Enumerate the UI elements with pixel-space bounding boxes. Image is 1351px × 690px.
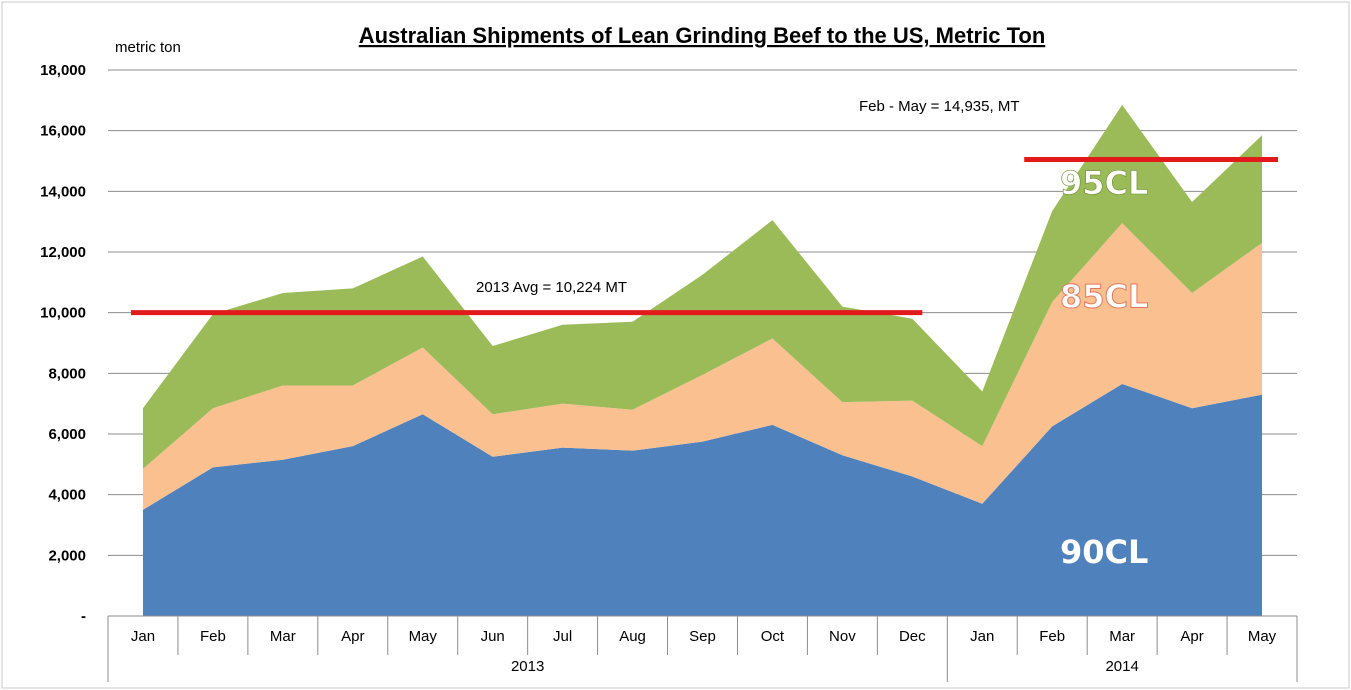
series-label-95cl: 95CL bbox=[1060, 164, 1148, 202]
x-tick-label: Jul bbox=[553, 628, 572, 645]
x-tick-label: Feb bbox=[1039, 628, 1065, 645]
area-85cl bbox=[142, 223, 1263, 510]
annotation-feb-may: Feb - May = 14,935, MT bbox=[859, 98, 1019, 115]
x-tick-label: Jan bbox=[970, 628, 994, 645]
x-group-label: 2014 bbox=[1105, 658, 1138, 675]
y-tick-label: 18,000 bbox=[40, 62, 86, 79]
y-tick-label: 10,000 bbox=[40, 305, 86, 322]
reference-lines bbox=[130, 156, 1279, 316]
y-tick-label: 12,000 bbox=[40, 244, 86, 261]
x-tick-label: Feb bbox=[200, 628, 226, 645]
y-tick-label: 4,000 bbox=[48, 487, 86, 504]
x-tick-label: Aug bbox=[619, 628, 646, 645]
chart-title: Australian Shipments of Lean Grinding Be… bbox=[359, 23, 1046, 48]
y-tick-label: 14,000 bbox=[40, 183, 86, 200]
x-tick-label: Apr bbox=[1180, 628, 1203, 645]
x-tick-label: Jun bbox=[481, 628, 505, 645]
stacked-areas bbox=[142, 104, 1263, 616]
x-tick-label: Mar bbox=[270, 628, 296, 645]
y-tick-label: - bbox=[81, 608, 86, 625]
x-tick-label: Nov bbox=[829, 628, 856, 645]
area-90cl bbox=[142, 383, 1263, 616]
y-tick-label: 8,000 bbox=[48, 365, 86, 382]
x-tick-label: Sep bbox=[689, 628, 716, 645]
y-tick-label: 16,000 bbox=[40, 123, 86, 140]
y-tick-label: 2,000 bbox=[48, 547, 86, 564]
x-group-label: 2013 bbox=[511, 658, 544, 675]
y-tick-label: 6,000 bbox=[48, 426, 86, 443]
y-axis-unit-label: metric ton bbox=[115, 39, 181, 56]
x-tick-label: Oct bbox=[761, 628, 785, 645]
x-tick-label: May bbox=[1248, 628, 1277, 645]
area-95cl bbox=[142, 104, 1263, 469]
x-tick-label: May bbox=[409, 628, 438, 645]
series-label-90cl: 90CL bbox=[1060, 533, 1148, 571]
x-tick-label: Apr bbox=[341, 628, 364, 645]
x-tick-label: Dec bbox=[899, 628, 926, 645]
x-tick-label: Mar bbox=[1109, 628, 1135, 645]
labels: Australian Shipments of Lean Grinding Be… bbox=[115, 23, 1149, 571]
series-label-85cl: 85CL bbox=[1060, 278, 1148, 316]
annotation-2013-avg: 2013 Avg = 10,224 MT bbox=[476, 279, 627, 296]
axes: - 2,000 4,000 6,000 8,000 10,000 12,000 14,000 1… bbox=[40, 62, 1298, 682]
x-tick-label: Jan bbox=[131, 628, 155, 645]
